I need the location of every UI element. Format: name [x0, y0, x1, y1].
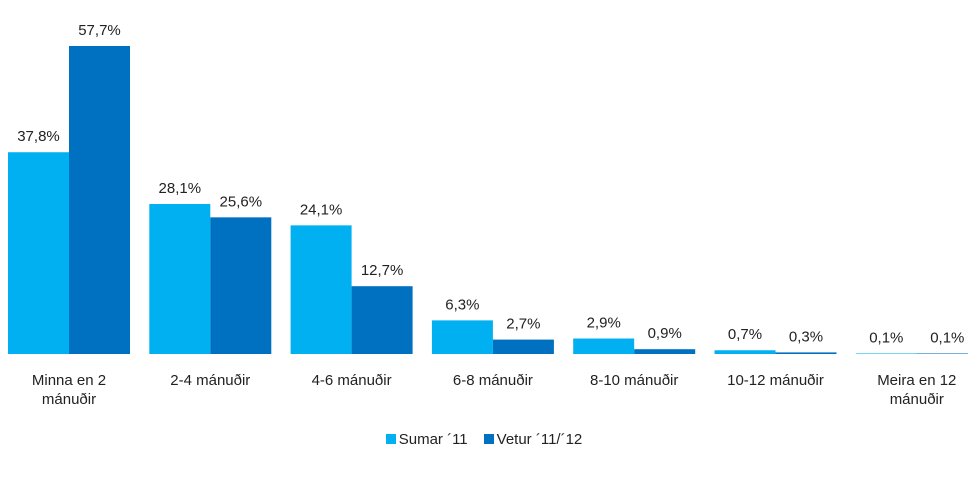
- value-label: 28,1%: [159, 180, 202, 197]
- bar: [775, 352, 837, 354]
- legend-item: Sumar ´11: [385, 431, 468, 448]
- legend-item: Vetur ´11/´12: [483, 431, 583, 448]
- value-label: 2,7%: [506, 316, 540, 333]
- value-label: 37,8%: [17, 128, 60, 145]
- value-label: 0,3%: [789, 328, 823, 345]
- x-tick-label: 8-10 mánuðir: [589, 372, 679, 389]
- x-tick-label: Minna en 2 mánuðir: [31, 372, 107, 408]
- legend-label: Vetur ´11/´12: [496, 431, 583, 448]
- value-label: 0,9%: [648, 325, 682, 342]
- bar: [290, 225, 352, 354]
- x-tick-label: 2-4 mánuðir: [170, 372, 251, 389]
- value-label: 6,3%: [445, 296, 479, 313]
- bar: [149, 204, 211, 354]
- value-label: 12,7%: [361, 262, 404, 279]
- bar: [916, 353, 968, 354]
- bar: [714, 350, 776, 354]
- bar: [351, 286, 413, 354]
- bar: [431, 320, 493, 354]
- bar: [8, 152, 69, 354]
- x-tick-label: 10-12 mánuðir: [727, 372, 824, 389]
- bar: [573, 338, 635, 354]
- value-label: 25,6%: [220, 193, 263, 210]
- value-label: 0,7%: [728, 326, 762, 343]
- bar: [634, 349, 696, 354]
- bar: [492, 339, 554, 354]
- value-label: 2,9%: [587, 314, 621, 331]
- bar: [855, 353, 917, 354]
- value-label: 0,1%: [930, 329, 964, 346]
- legend: Sumar ´11 Vetur ´11/´12: [0, 431, 968, 448]
- x-tick-label: Meira en 12 mánuðir: [877, 372, 957, 408]
- value-label: 0,1%: [869, 329, 903, 346]
- x-tick-label: 6-8 mánuðir: [452, 372, 533, 389]
- bar: [69, 46, 130, 354]
- legend-label: Sumar ´11: [398, 431, 468, 448]
- value-label: 57,7%: [78, 22, 121, 39]
- legend-swatch: [385, 434, 396, 444]
- value-label: 24,1%: [300, 201, 343, 218]
- x-tick-label: 4-6 mánuðir: [311, 372, 392, 389]
- bar: [210, 217, 272, 354]
- legend-swatch: [483, 434, 494, 444]
